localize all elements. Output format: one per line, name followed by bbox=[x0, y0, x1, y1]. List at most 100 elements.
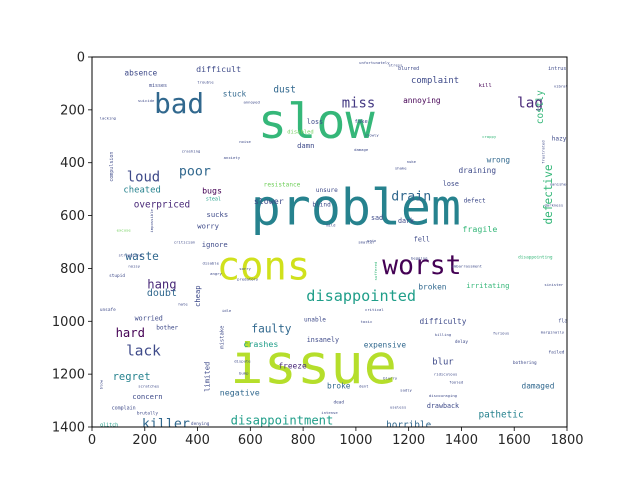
word-disappointing: disappointing bbox=[518, 254, 553, 260]
word-hazy: hazy bbox=[552, 135, 567, 142]
word-loss: loss bbox=[307, 118, 323, 126]
word-pathetic: pathetic bbox=[478, 410, 523, 421]
word-failed: failed bbox=[549, 350, 565, 356]
word-disappointment: disappointment bbox=[231, 413, 334, 427]
word-drain: drain bbox=[391, 190, 431, 205]
word-sorry: sorry bbox=[239, 266, 251, 271]
word-embarrassment: embarrassment bbox=[451, 263, 481, 268]
word-pain: pain bbox=[367, 238, 376, 243]
word-bad: bad bbox=[154, 87, 204, 120]
word-trouble: trouble bbox=[197, 80, 214, 85]
word-ignore: ignore bbox=[202, 240, 228, 249]
word-vibration: vibration bbox=[554, 84, 575, 89]
x-tick-label: 400 bbox=[185, 433, 210, 448]
word-doubt: doubt bbox=[147, 288, 177, 299]
word-sinister: sinister bbox=[544, 282, 563, 287]
y-tick-label: 1000 bbox=[52, 315, 85, 330]
word-brutally: brutally bbox=[137, 410, 159, 416]
word-problem: problem bbox=[251, 179, 461, 237]
word-bother: bother bbox=[156, 324, 178, 331]
word-slowly: slowly bbox=[365, 132, 380, 137]
word-dent: dent bbox=[359, 384, 368, 389]
word-fell: fell bbox=[414, 235, 430, 243]
word-miss: miss bbox=[342, 95, 375, 111]
word-layer: problem issue slow cons worst bad lag miss disap… bbox=[99, 60, 575, 432]
word-irritating: irritating bbox=[466, 281, 509, 290]
word-toxic: toxic bbox=[361, 319, 373, 324]
x-tick-label: 800 bbox=[291, 433, 316, 448]
word-vanished: vanished bbox=[550, 181, 569, 186]
word-complain: complain bbox=[112, 406, 136, 412]
word-anxiety: anxiety bbox=[224, 155, 241, 160]
word-misses: misses bbox=[149, 83, 167, 89]
word-resistance: resistance bbox=[264, 182, 301, 189]
word-denying: denying bbox=[191, 421, 210, 427]
word-scratches: scratches bbox=[138, 384, 159, 389]
word-sad: sad bbox=[371, 214, 383, 222]
y-tick-label: 200 bbox=[60, 103, 85, 118]
word-nuke: nuke bbox=[407, 159, 417, 164]
word-fooled: fooled bbox=[449, 380, 463, 385]
word-mild: mild bbox=[326, 222, 335, 227]
word-hard: hard bbox=[116, 326, 145, 340]
word-suicide: suicide bbox=[138, 98, 155, 103]
word-drawback: drawback bbox=[427, 402, 459, 410]
word-scary: scary bbox=[464, 427, 476, 432]
word-furious: furious bbox=[493, 331, 509, 336]
word-dispute: dispute bbox=[234, 358, 251, 363]
word-compulsion: compulsion bbox=[109, 152, 115, 182]
word-delay: delay bbox=[455, 339, 469, 345]
word-dark: dark bbox=[398, 217, 414, 225]
word-disappointed: disappointed bbox=[306, 287, 416, 305]
word-shake: shake bbox=[395, 166, 407, 171]
word-criticism: criticism bbox=[174, 240, 196, 245]
word-wrong: wrong bbox=[487, 156, 510, 165]
y-tick-label: 0 bbox=[77, 51, 85, 66]
word-critical: critical bbox=[365, 307, 384, 312]
word-absence: absence bbox=[124, 68, 157, 77]
x-tick-label: 1800 bbox=[550, 433, 583, 448]
word-excuse: excuse bbox=[117, 228, 132, 233]
word-slower: slower bbox=[254, 196, 284, 206]
word-crashing: crashing bbox=[182, 148, 201, 153]
y-axis: 0 200 400 600 800 1000 1200 1400 bbox=[52, 51, 92, 436]
word-defect: defect bbox=[464, 198, 486, 205]
word-crappy: crappy bbox=[482, 134, 497, 139]
word-waste: waste bbox=[125, 250, 159, 263]
word-unable: unable bbox=[304, 316, 326, 323]
word-predatory: predatory bbox=[237, 277, 259, 282]
word-annoying: annoying bbox=[403, 96, 441, 105]
word-sadly: sadly bbox=[400, 388, 412, 393]
x-tick-label: 1600 bbox=[498, 433, 531, 448]
y-tick-label: 800 bbox=[60, 262, 85, 277]
word-horrible: horrible bbox=[386, 420, 432, 431]
word-poor: poor bbox=[179, 164, 211, 179]
word-expensive: expensive bbox=[364, 341, 407, 350]
x-tick-label: 0 bbox=[88, 433, 96, 448]
word-noise: noise bbox=[239, 139, 251, 144]
word-unsafe: unsafe bbox=[100, 307, 116, 313]
word-loud: loud bbox=[127, 169, 160, 185]
word-limited: limited bbox=[202, 362, 211, 392]
word-marginally: marginally bbox=[541, 329, 565, 334]
word-discouraging: discouraging bbox=[429, 393, 457, 398]
word-complaint: complaint bbox=[411, 76, 459, 86]
word-kill: kill bbox=[479, 83, 492, 89]
word-intense: intense bbox=[321, 410, 338, 415]
x-axis: 0 200 400 600 800 1000 1200 1400 1600 1800 bbox=[88, 427, 584, 448]
word-ridiculous: ridiculous bbox=[434, 372, 457, 377]
x-tick-label: 1400 bbox=[445, 433, 478, 448]
word-suffered: suffered bbox=[373, 262, 378, 281]
word-glitch: glitch bbox=[100, 423, 118, 429]
word-blur: blur bbox=[432, 357, 453, 367]
word-hate: hate bbox=[178, 302, 188, 307]
word-negative: negative bbox=[220, 388, 260, 398]
word-defective: defective bbox=[542, 164, 555, 224]
word-impossible: impossible bbox=[149, 208, 154, 232]
word-mistake: mistake bbox=[220, 326, 226, 349]
word-blow: blow bbox=[99, 379, 104, 389]
word-draining: draining bbox=[458, 166, 496, 175]
word-intrusive: intrusive bbox=[548, 66, 575, 72]
word-overpriced: overpriced bbox=[134, 200, 190, 211]
word-worst: worst bbox=[382, 251, 461, 281]
